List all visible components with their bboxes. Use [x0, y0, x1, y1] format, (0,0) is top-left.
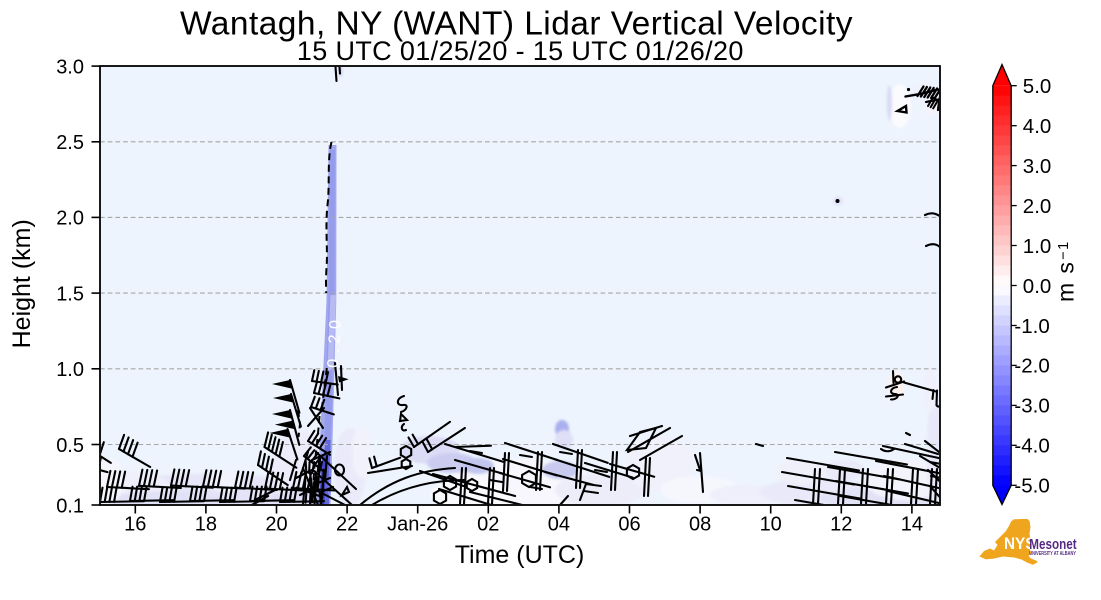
svg-text:-3.0: -3.0 — [1014, 395, 1049, 418]
svg-text:14: 14 — [901, 513, 923, 535]
svg-text:04: 04 — [548, 513, 570, 535]
svg-text:1.0: 1.0 — [56, 359, 84, 381]
svg-text:15 UTC 01/25/20 - 15 UTC 01/26: 15 UTC 01/25/20 - 15 UTC 01/26/20 — [297, 36, 744, 66]
svg-text:NYS: NYS — [1004, 535, 1036, 553]
svg-text:16: 16 — [124, 513, 146, 535]
svg-text:12: 12 — [830, 513, 852, 535]
svg-text:Time (UTC): Time (UTC) — [455, 541, 585, 569]
svg-text:22: 22 — [336, 513, 358, 535]
svg-text:3.0: 3.0 — [56, 56, 84, 78]
svg-text:0.20: 0.20 — [325, 314, 345, 368]
svg-text:10: 10 — [760, 513, 782, 535]
svg-text:2.0: 2.0 — [1023, 195, 1052, 218]
svg-text:1.0: 1.0 — [1023, 235, 1052, 258]
svg-text:Wantagh, NY (WANT) Lidar Verti: Wantagh, NY (WANT) Lidar Vertical Veloci… — [180, 6, 853, 43]
svg-text:0.5: 0.5 — [56, 435, 84, 457]
svg-text:-5.0: -5.0 — [1014, 475, 1049, 498]
svg-text:02: 02 — [477, 513, 499, 535]
svg-text:-1.0: -1.0 — [1014, 315, 1049, 338]
svg-text:2.5: 2.5 — [56, 132, 84, 154]
svg-text:18: 18 — [195, 513, 217, 535]
svg-text:08: 08 — [689, 513, 711, 535]
svg-text:20: 20 — [265, 513, 287, 535]
svg-text:5.0: 5.0 — [1023, 75, 1052, 98]
svg-text:0.0: 0.0 — [1023, 275, 1052, 298]
svg-text:UNIVERSITY AT ALBANY: UNIVERSITY AT ALBANY — [1029, 551, 1076, 557]
svg-text:3.0: 3.0 — [1023, 155, 1052, 178]
svg-text:Jan-26: Jan-26 — [387, 513, 448, 535]
svg-text:1.5: 1.5 — [56, 283, 84, 305]
svg-text:4.0: 4.0 — [1023, 115, 1052, 138]
svg-text:Mesonet: Mesonet — [1029, 536, 1076, 553]
svg-text:2.0: 2.0 — [56, 208, 84, 230]
svg-text:Height (km): Height (km) — [8, 219, 36, 348]
svg-text:-2.0: -2.0 — [1014, 355, 1049, 378]
svg-text:06: 06 — [618, 513, 640, 535]
svg-text:-4.0: -4.0 — [1014, 435, 1049, 458]
svg-text:0.1: 0.1 — [56, 495, 84, 517]
